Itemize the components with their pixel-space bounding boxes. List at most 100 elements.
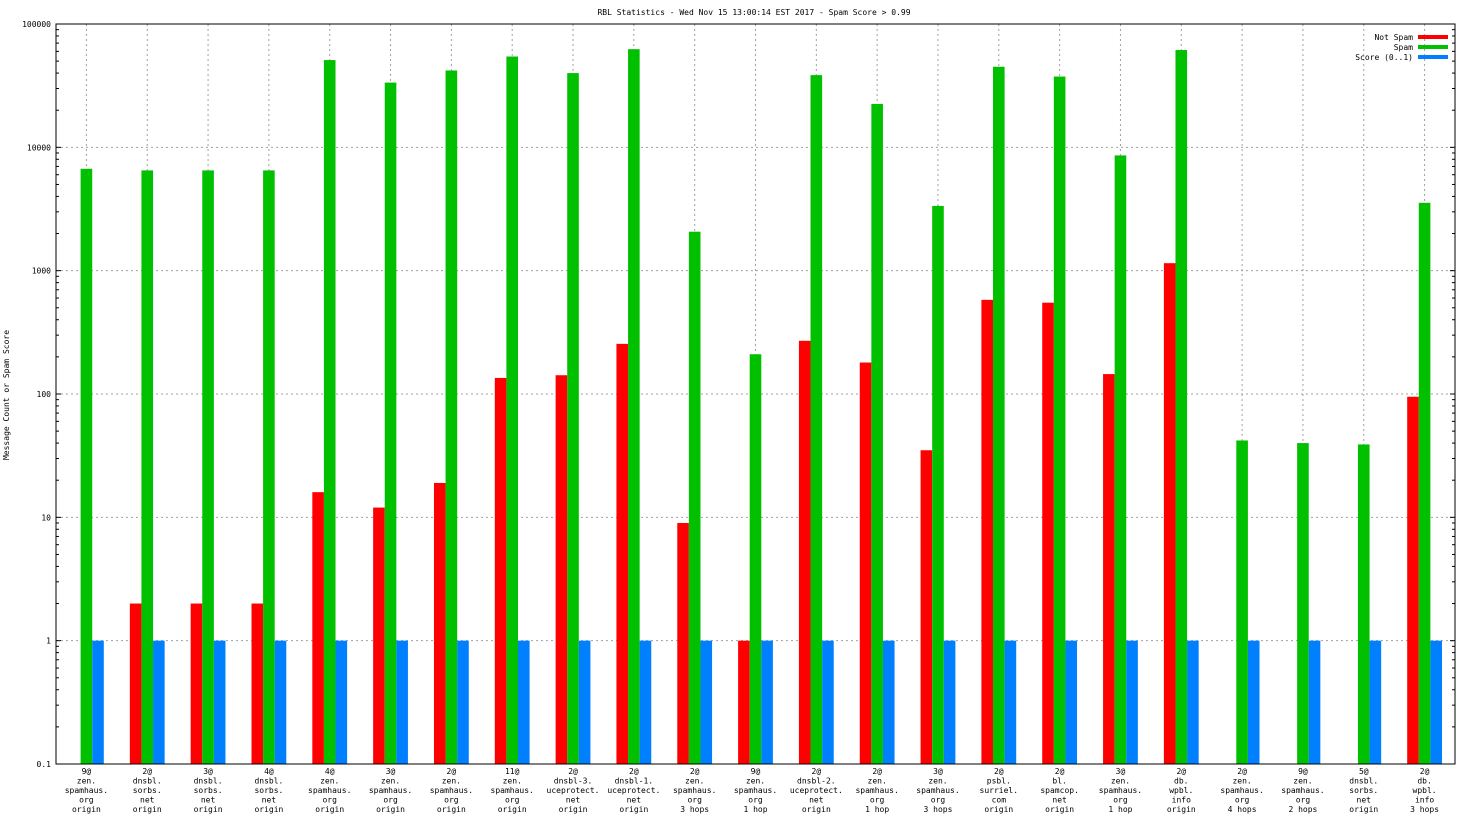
legend-label: Spam <box>1394 43 1413 52</box>
bar-spam <box>445 70 458 764</box>
x-tick-label: 2@ dnsbl-2. uceprotect. net origin <box>790 767 843 814</box>
legend-swatch <box>1418 45 1448 49</box>
bar-series <box>80 49 1442 765</box>
bar-spam <box>1114 155 1127 764</box>
bar-spam <box>1236 440 1248 764</box>
x-tick-label: 2@ db. wpbl. info origin <box>1167 767 1196 814</box>
bar-spam <box>1175 50 1188 764</box>
bar-score-0-1 <box>1430 640 1442 764</box>
bar-spam <box>932 205 944 764</box>
bar-spam <box>384 82 397 764</box>
x-tick-label: 4@ zen. spamhaus. org origin <box>308 767 351 814</box>
x-tick-label: 9@ zen. spamhaus. org 2 hops <box>1281 767 1324 814</box>
bar-spam <box>1357 444 1370 764</box>
bar-spam <box>749 354 762 764</box>
bar-not-spam <box>920 450 933 764</box>
bar-score-0-1 <box>517 640 530 764</box>
bar-not-spam <box>190 603 203 764</box>
y-tick-label: 100 <box>37 390 52 399</box>
bar-spam <box>1053 76 1066 765</box>
bar-score-0-1 <box>822 640 834 764</box>
bar-not-spam <box>433 482 446 764</box>
bar-score-0-1 <box>639 640 652 764</box>
bar-not-spam <box>1042 302 1054 764</box>
bar-spam <box>506 56 518 764</box>
bar-score-0-1 <box>92 640 104 764</box>
bar-score-0-1 <box>1369 640 1382 764</box>
x-axis-category-labels: 9@ zen. spamhaus. org origin 2@ dnsbl. sorbs. ne… <box>65 767 1439 814</box>
x-tick-label: 2@ zen. spamhaus. org 1 hop <box>855 767 898 814</box>
bar-spam <box>80 168 93 764</box>
y-tick-label: 1000 <box>32 267 51 276</box>
bar-spam <box>1297 443 1309 764</box>
bar-score-0-1 <box>153 640 165 764</box>
bar-not-spam <box>312 492 324 764</box>
x-tick-label: 3@ zen. spamhaus. org origin <box>369 767 412 814</box>
bar-score-0-1 <box>1187 640 1199 764</box>
bar-spam <box>1418 202 1431 764</box>
y-tick-label: 0.1 <box>37 760 52 769</box>
x-tick-label: 2@ bl. spamcop. net origin <box>1040 767 1079 814</box>
x-tick-label: 2@ zen. spamhaus. org 4 hops <box>1220 767 1263 814</box>
y-tick-label: 10 <box>41 513 51 522</box>
bar-score-0-1 <box>761 640 773 764</box>
bar-score-0-1 <box>396 640 408 764</box>
bar-not-spam <box>1163 263 1176 764</box>
y-tick-label: 10000 <box>27 143 51 152</box>
bar-score-0-1 <box>1004 640 1017 764</box>
bar-score-0-1 <box>1308 640 1321 764</box>
bar-spam <box>628 49 640 764</box>
x-tick-label: 9@ zen. spamhaus. org origin <box>65 767 108 814</box>
x-tick-label: 2@ db. wpbl. info 3 hops <box>1410 767 1439 814</box>
y-tick-label: 100000 <box>22 20 51 29</box>
x-tick-label: 5@ dnsbl. sorbs. net origin <box>1349 767 1378 814</box>
bar-spam <box>993 66 1005 765</box>
bar-not-spam <box>859 362 872 764</box>
y-axis-label: Message Count or Spam Score <box>2 330 11 460</box>
bar-score-0-1 <box>213 640 226 764</box>
x-tick-label: 2@ dnsbl. sorbs. net origin <box>133 767 162 814</box>
bar-score-0-1 <box>578 640 591 764</box>
y-tick-label: 1 <box>46 637 51 646</box>
bar-not-spam <box>738 640 750 764</box>
x-tick-label: 2@ zen. spamhaus. org 3 hops <box>673 767 716 814</box>
bar-not-spam <box>798 340 811 764</box>
legend-label: Score (0..1) <box>1355 53 1413 62</box>
bar-score-0-1 <box>1247 640 1260 764</box>
bar-not-spam <box>616 343 629 764</box>
bar-spam <box>263 170 275 764</box>
bar-spam <box>202 170 214 764</box>
x-tick-label: 2@ zen. spamhaus. org origin <box>430 767 473 814</box>
bar-spam <box>141 170 154 764</box>
plot-frame <box>55 23 1456 765</box>
bar-not-spam <box>251 603 264 764</box>
bar-spam <box>688 231 701 764</box>
bar-score-0-1 <box>457 640 469 764</box>
bar-score-0-1 <box>943 640 956 764</box>
bar-spam <box>323 60 336 764</box>
bar-not-spam <box>1407 396 1419 764</box>
bar-not-spam <box>129 603 142 764</box>
legend-swatch <box>1418 55 1448 59</box>
x-tick-label: 2@ psbl. surriel. com origin <box>980 767 1019 814</box>
bar-not-spam <box>677 522 689 764</box>
bar-not-spam <box>1103 374 1115 764</box>
bar-score-0-1 <box>1126 640 1138 764</box>
x-tick-label: 3@ zen. spamhaus. org 1 hop <box>1099 767 1142 814</box>
bar-score-0-1 <box>335 640 348 764</box>
x-tick-label: 9@ zen. spamhaus. org 1 hop <box>734 767 777 814</box>
x-tick-label: 11@ zen. spamhaus. org origin <box>491 767 534 814</box>
legend-label: Not Spam <box>1374 33 1413 42</box>
bar-spam <box>871 103 883 765</box>
bar-score-0-1 <box>274 640 287 764</box>
bar-not-spam <box>981 299 994 764</box>
x-tick-label: 2@ dnsbl-3. uceprotect. net origin <box>547 767 600 814</box>
bar-not-spam <box>555 375 568 764</box>
chart-title: RBL Statistics - Wed Nov 15 13:00:14 EST… <box>597 8 910 17</box>
bar-not-spam <box>494 377 507 764</box>
bar-score-0-1 <box>1065 640 1078 764</box>
x-tick-label: 4@ dnsbl. sorbs. net origin <box>254 767 283 814</box>
x-tick-label: 3@ zen. spamhaus. org 3 hops <box>916 767 959 814</box>
